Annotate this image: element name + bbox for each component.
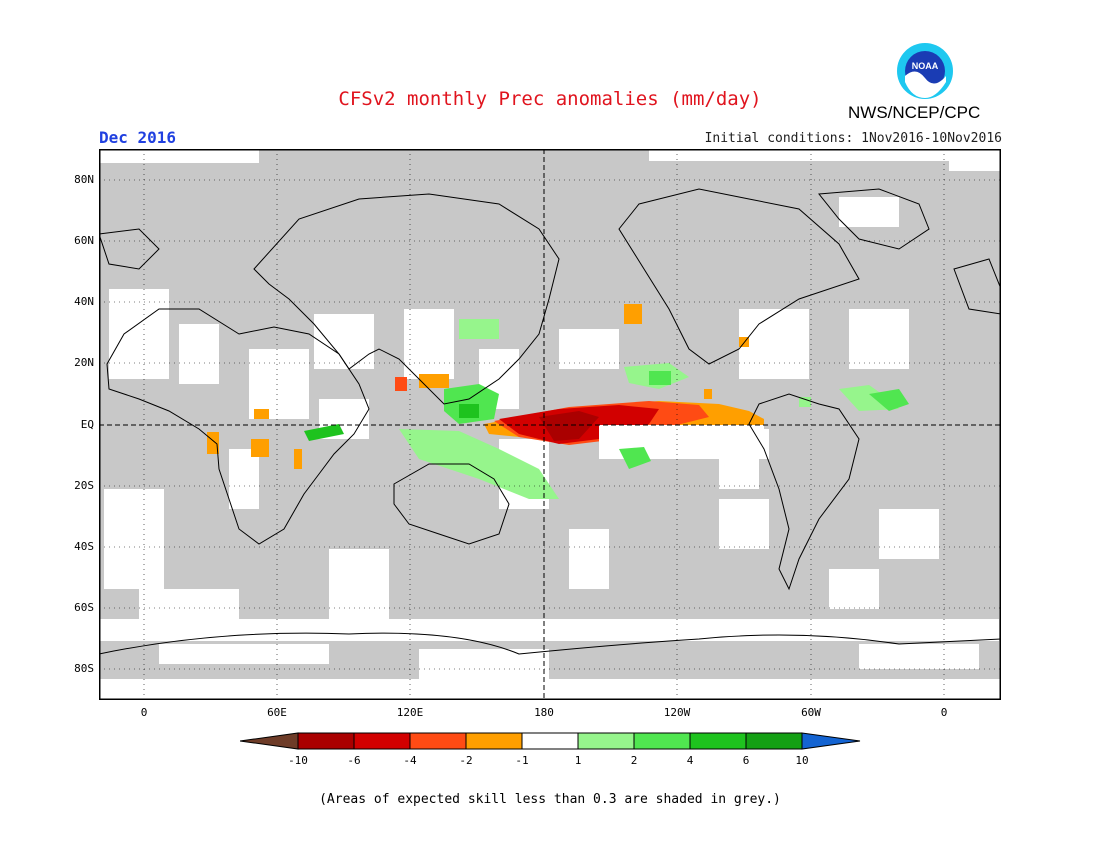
colorbar-box	[745, 732, 803, 750]
lon-label-0-west: 0	[140, 706, 148, 719]
colorbar-arrow-high	[801, 732, 861, 750]
colorbar-box	[409, 732, 467, 750]
colorbar-labels: -10 -6 -4 -2 -1 1 2 4 6 10	[288, 754, 809, 767]
forecast-month: Dec 2016	[99, 128, 177, 147]
map-frame	[99, 149, 1001, 700]
dry-patch-philippines	[395, 377, 407, 391]
initial-conditions: Initial conditions: 1Nov2016-10Nov2016	[704, 131, 1002, 146]
colorbar-box	[577, 732, 635, 750]
colorbar-tick-label: -2	[459, 754, 472, 767]
lat-label-40n: 40N	[74, 295, 94, 308]
lat-label-60s: 60S	[74, 601, 94, 614]
lat-label-60n: 60N	[74, 234, 94, 247]
colorbar-box	[689, 732, 747, 750]
colorbar-box	[465, 732, 523, 750]
noaa-logo: NOAA	[897, 43, 953, 99]
reference-lines	[99, 149, 1001, 700]
lat-label-20n: 20N	[74, 356, 94, 369]
lon-label-120e: 120E	[396, 706, 424, 719]
colorbar: -10 -6 -4 -2 -1 1 2 4 6 10	[240, 732, 861, 767]
colorbar-tick-label: 2	[631, 754, 638, 767]
colorbar-tick-label: 10	[795, 754, 808, 767]
lat-label-80n: 80N	[74, 173, 94, 186]
wet-patches	[304, 319, 909, 499]
chart-title: CFSv2 monthly Prec anomalies (mm/day)	[338, 88, 762, 110]
lon-label-60w: 60W	[801, 706, 821, 719]
colorbar-tick-label: -4	[403, 754, 417, 767]
agency-label: NWS/NCEP/CPC	[848, 103, 981, 122]
colorbar-box	[521, 732, 579, 750]
white-areas	[99, 149, 1001, 700]
colorbar-tick-label: -10	[288, 754, 308, 767]
coastlines	[99, 188, 1001, 655]
lon-label-0-east: 0	[940, 706, 948, 719]
lon-label-180: 180	[534, 706, 554, 719]
colorbar-tick-label: 4	[687, 754, 694, 767]
logo-text: NOAA	[912, 61, 939, 71]
colorbar-tick-label: -6	[347, 754, 360, 767]
colorbar-tick-label: 1	[575, 754, 582, 767]
colorbar-box	[353, 732, 411, 750]
lon-label-60e: 60E	[267, 706, 287, 719]
colorbar-box	[633, 732, 691, 750]
lat-label-40s: 40S	[74, 540, 94, 553]
colorbar-arrow-low	[240, 732, 299, 750]
lat-label-eq: EQ	[80, 418, 94, 431]
lon-label-120w: 120W	[663, 706, 691, 719]
colorbar-box	[297, 732, 355, 750]
colorbar-boxes	[240, 732, 861, 750]
colorbar-tick-label: 6	[743, 754, 750, 767]
precip-anomaly-map	[99, 149, 1001, 700]
colorbar-tick-label: -1	[515, 754, 528, 767]
skill-note: (Areas of expected skill less than 0.3 a…	[319, 792, 781, 807]
lat-label-20s: 20S	[74, 479, 94, 492]
lat-label-80s: 80S	[74, 662, 94, 675]
